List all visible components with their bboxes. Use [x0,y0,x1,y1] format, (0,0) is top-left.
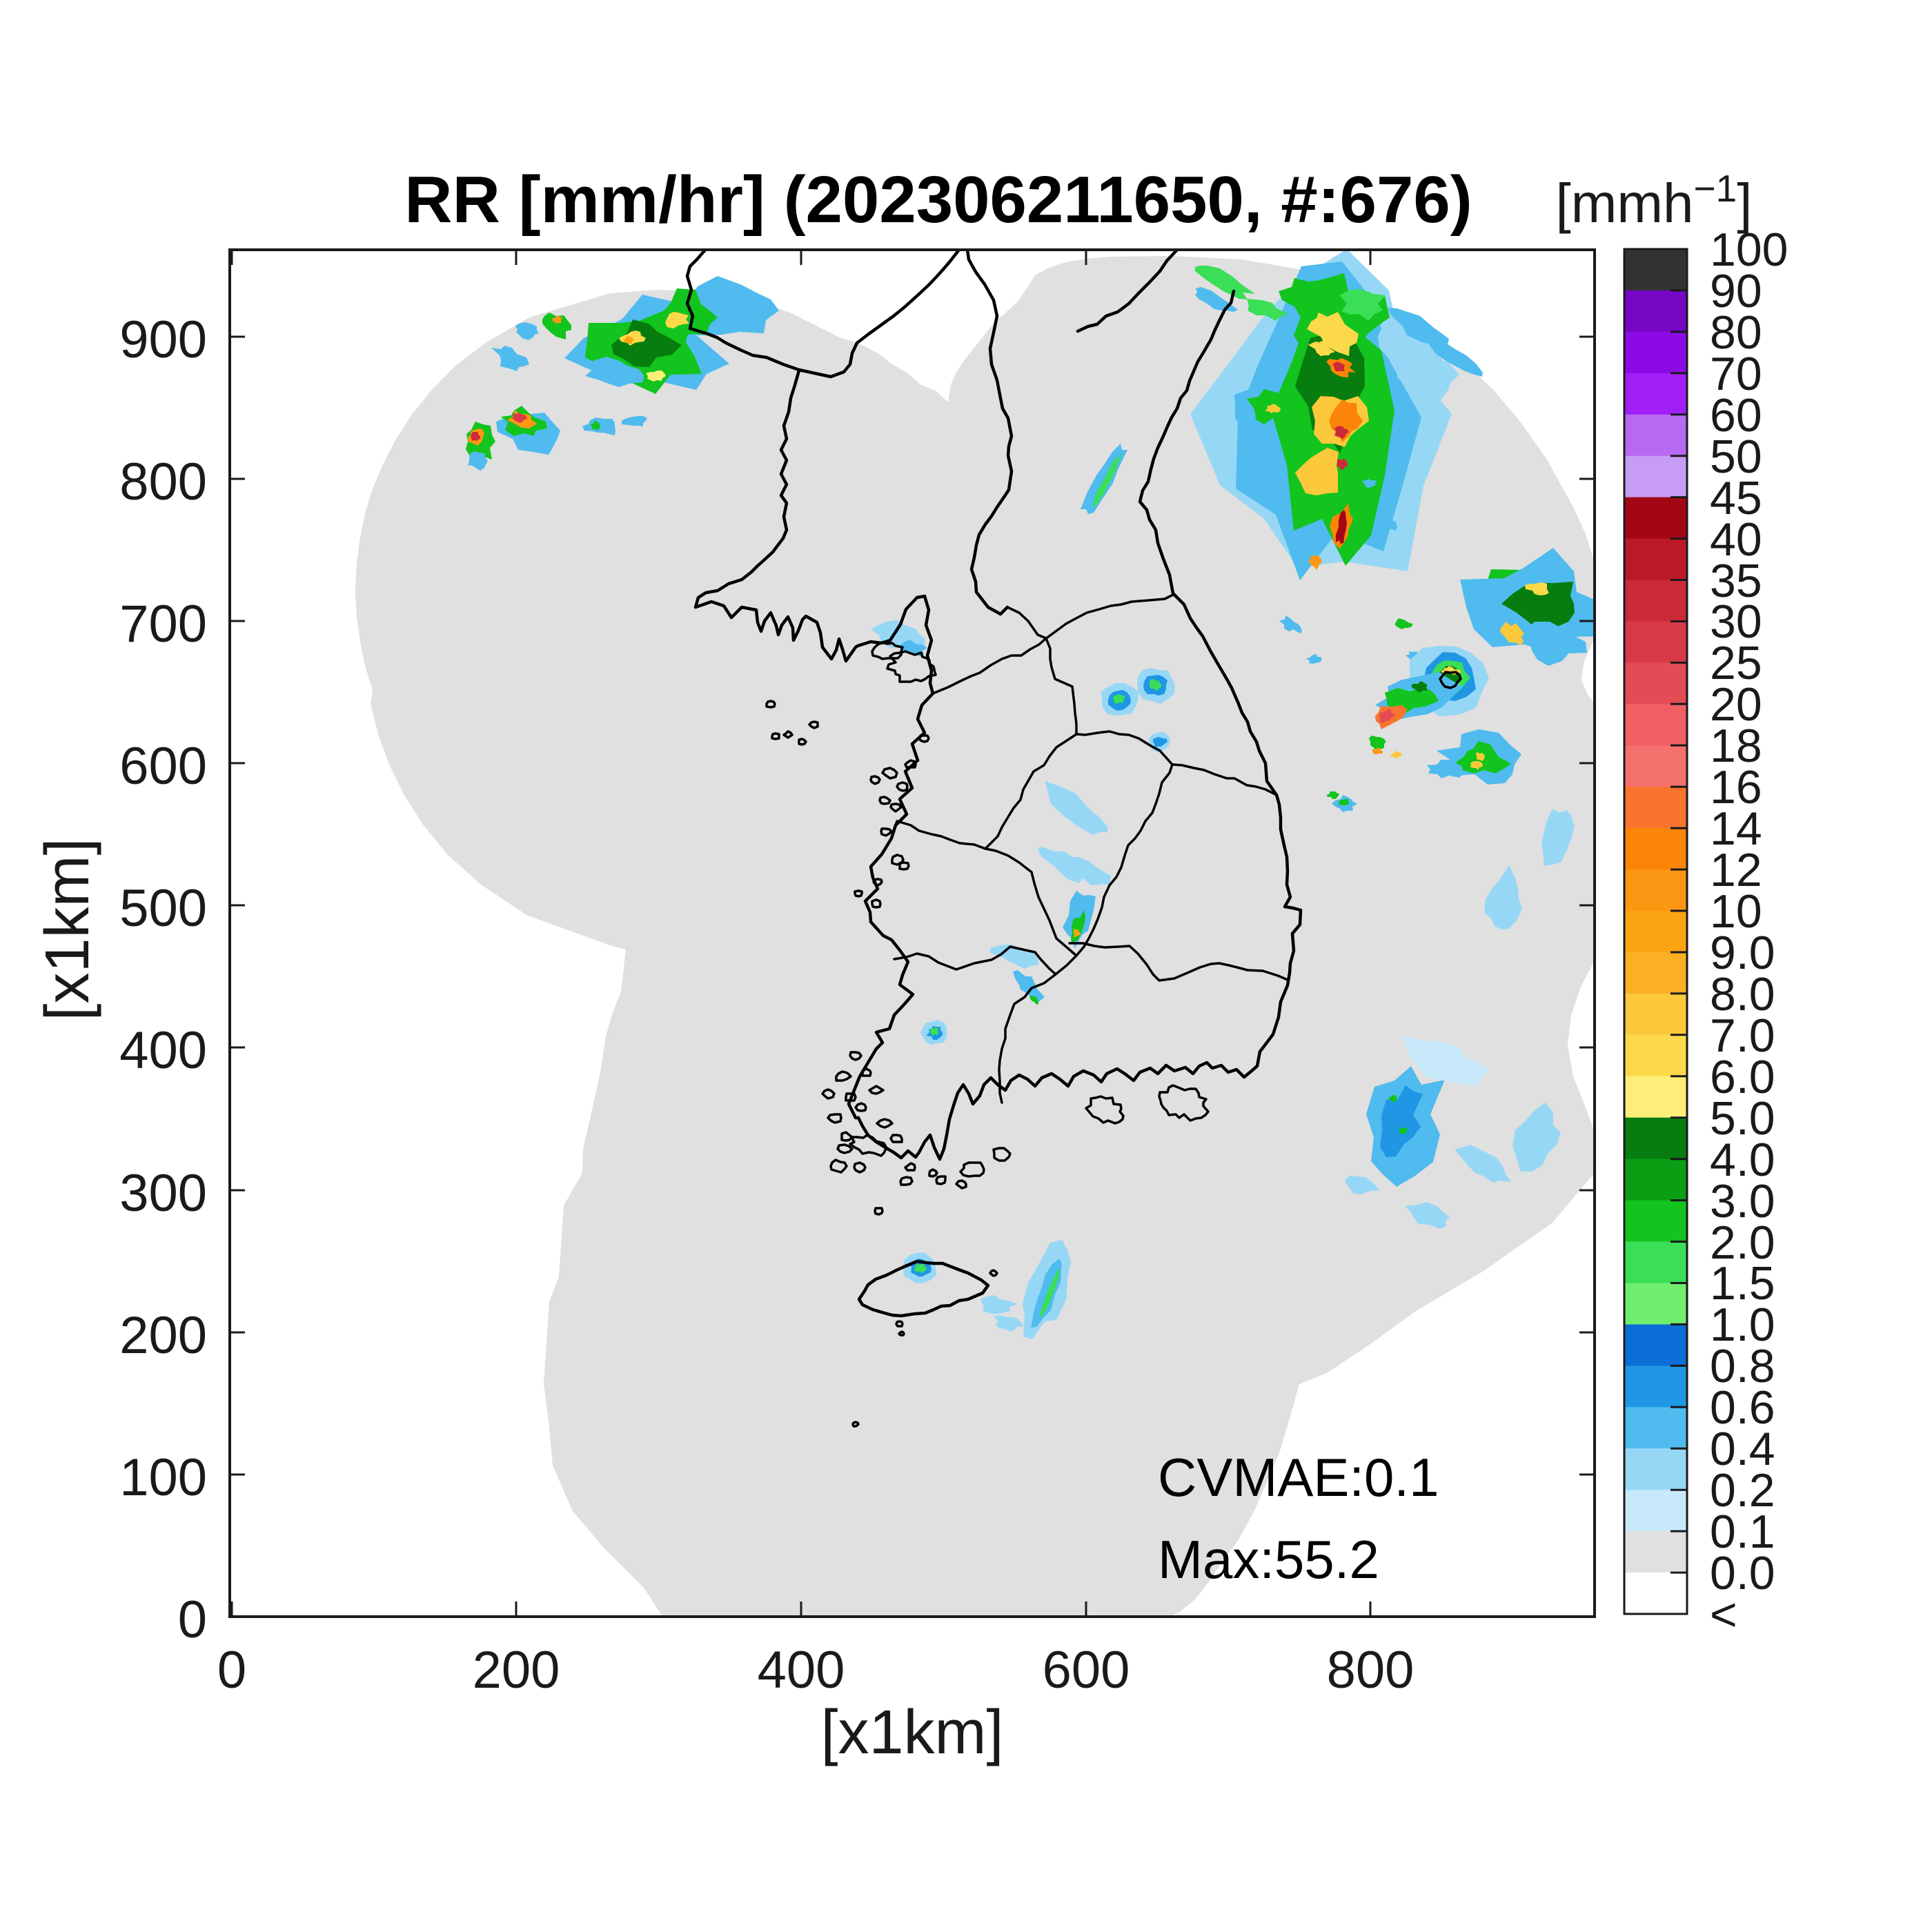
svg-text:20: 20 [1710,678,1762,731]
svg-text:2.0: 2.0 [1710,1216,1775,1269]
svg-text:16: 16 [1710,761,1762,814]
svg-text:RR [mm/hr] (202306211650, #:67: RR [mm/hr] (202306211650, #:676) [404,163,1472,237]
svg-text:200: 200 [119,1306,207,1365]
svg-text:6.0: 6.0 [1710,1051,1775,1103]
svg-text:50: 50 [1710,431,1762,483]
svg-text:3.0: 3.0 [1710,1175,1775,1228]
svg-text:500: 500 [119,879,207,938]
svg-text:5.0: 5.0 [1710,1092,1775,1145]
svg-text:18: 18 [1710,720,1762,772]
svg-text:[x1km]: [x1km] [33,838,102,1021]
svg-text:300: 300 [119,1164,207,1223]
svg-text:[x1km]: [x1km] [820,1698,1003,1767]
svg-text:1.5: 1.5 [1710,1257,1775,1310]
svg-text:30: 30 [1710,595,1762,648]
svg-text:0.2: 0.2 [1710,1464,1775,1517]
svg-text:40: 40 [1710,513,1762,566]
svg-text:4.0: 4.0 [1710,1134,1775,1186]
svg-text:200: 200 [473,1641,560,1699]
svg-text:600: 600 [1043,1641,1130,1699]
svg-text:Max:55.2: Max:55.2 [1158,1529,1379,1590]
svg-text:900: 900 [119,310,207,369]
svg-text:0.6: 0.6 [1710,1381,1775,1434]
svg-text:25: 25 [1710,637,1762,689]
svg-text:100: 100 [1710,224,1788,276]
svg-text:0.0: 0.0 [1710,1547,1775,1599]
svg-text:0.4: 0.4 [1710,1423,1775,1475]
svg-text:400: 400 [758,1641,845,1699]
svg-text:14: 14 [1710,802,1762,855]
svg-text:700: 700 [119,595,207,653]
svg-text:600: 600 [119,737,207,796]
svg-text:0: 0 [217,1641,246,1699]
svg-text:8.0: 8.0 [1710,968,1775,1021]
svg-text:0.1: 0.1 [1710,1506,1775,1558]
svg-text:7.0: 7.0 [1710,1009,1775,1062]
svg-text:CVMAE:0.1: CVMAE:0.1 [1158,1447,1439,1508]
svg-text:80: 80 [1710,306,1762,359]
svg-text:70: 70 [1710,348,1762,400]
svg-text:800: 800 [119,453,207,511]
svg-text:60: 60 [1710,389,1762,442]
svg-text:0.8: 0.8 [1710,1340,1775,1392]
svg-text:0: 0 [178,1590,207,1649]
svg-text:<: < [1710,1588,1737,1641]
svg-text:400: 400 [119,1021,207,1080]
svg-text:45: 45 [1710,472,1762,524]
svg-text:1.0: 1.0 [1710,1299,1775,1351]
svg-text:9.0: 9.0 [1710,927,1775,979]
svg-text:10: 10 [1710,885,1762,938]
svg-text:12: 12 [1710,844,1762,896]
svg-text:800: 800 [1327,1641,1414,1699]
svg-text:35: 35 [1710,555,1762,607]
svg-text:100: 100 [119,1448,207,1507]
svg-text:90: 90 [1710,265,1762,317]
